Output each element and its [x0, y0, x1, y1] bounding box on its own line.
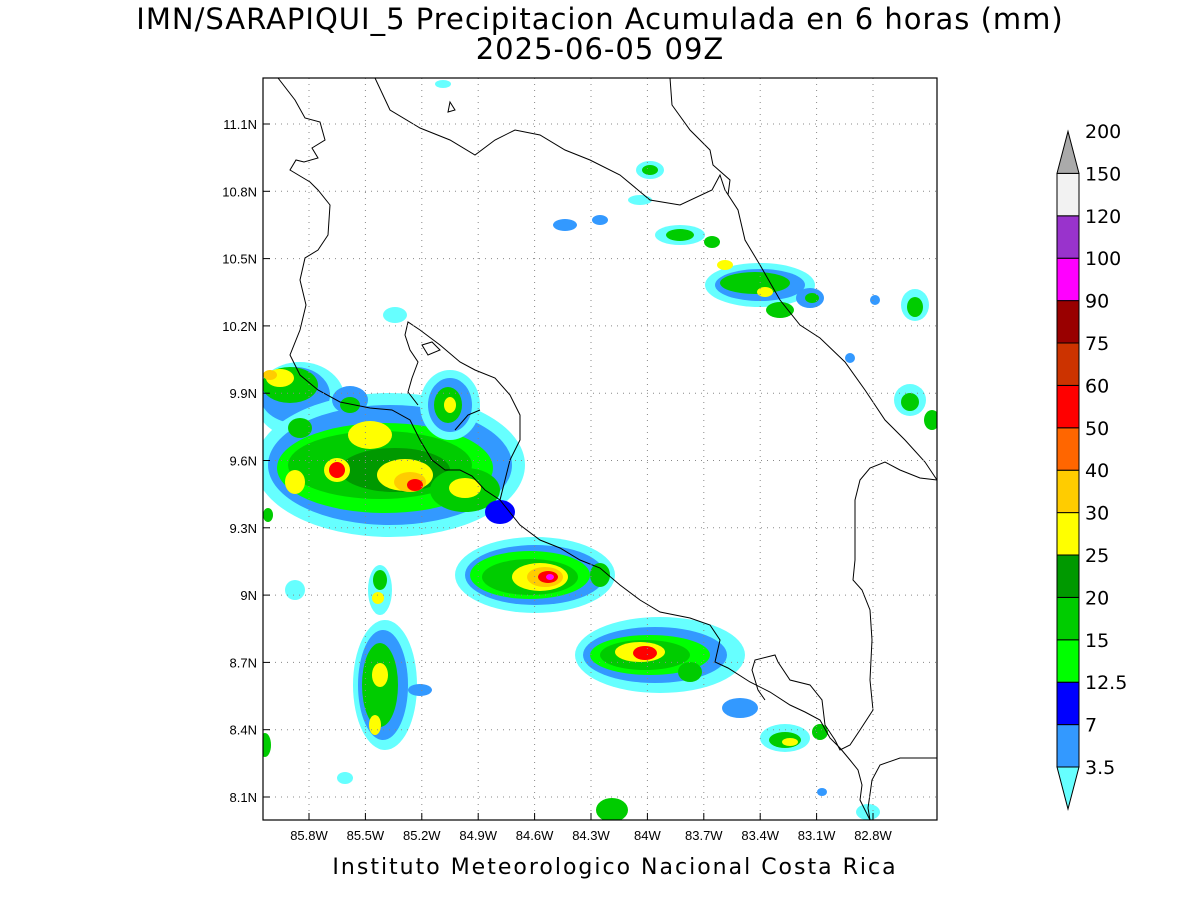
lat-tick-label: 9.9N: [230, 386, 257, 401]
lon-tick-label: 84.3W: [572, 828, 610, 843]
colorbar-swatch: [1056, 215, 1080, 259]
colorbar-swatch: [1056, 384, 1080, 429]
lat-tick-label: 11.1N: [223, 117, 257, 132]
precip-cluster-central-pacific: [455, 537, 615, 613]
lat-tick-label: 8.4N: [230, 723, 257, 738]
plot-frame: [262, 77, 938, 821]
precip-cluster-guanacaste: [263, 393, 525, 537]
colorbar-label: 50: [1085, 418, 1109, 440]
precip-cluster-south-pacific: [575, 617, 828, 752]
lon-tick-label: 84.6W: [516, 828, 554, 843]
map-subtitle: 2025-06-05 09Z: [475, 32, 725, 66]
lon-tick-label: 83.4W: [741, 828, 779, 843]
colorbar-swatch: [1056, 300, 1080, 344]
colorbar-swatch: [1056, 639, 1080, 683]
colorbar-swatch: [1056, 257, 1080, 302]
colorbar-label: 90: [1085, 291, 1109, 313]
colorbar-label: 60: [1085, 375, 1109, 397]
colorbar-swatch: [1056, 512, 1080, 556]
lon-tick-label: 85.5W: [347, 828, 385, 843]
lat-tick-label: 9N: [240, 588, 257, 603]
colorbar-label: 20: [1085, 587, 1109, 609]
lat-tick-label: 9.3N: [230, 521, 257, 536]
colorbar-label: 200: [1085, 121, 1121, 143]
precip-cluster-nicoya-north: [263, 362, 345, 438]
coastlines-and-borders: [277, 78, 937, 820]
colorbar-label: 30: [1085, 503, 1109, 525]
colorbar-swatch: [1056, 766, 1080, 811]
colorbar-label: 12.5: [1085, 672, 1127, 694]
colorbar-swatch: [1056, 681, 1080, 726]
lat-tick-label: 8.1N: [230, 790, 257, 805]
precip-cluster-osa-offshore: [263, 508, 432, 784]
lat-tick-label: 8.7N: [230, 655, 257, 670]
colorbar-swatch: [1056, 172, 1080, 217]
colorbar-label: 25: [1085, 545, 1109, 567]
precip-cluster-caribbean: [435, 80, 937, 820]
lat-tick-label: 10.2N: [222, 319, 257, 334]
map-footer-credit: Instituto Meteorologico Nacional Costa R…: [332, 855, 898, 880]
lon-tick-label: 85.2W: [403, 828, 441, 843]
colorbar-label: 3.5: [1085, 757, 1115, 779]
colorbar-swatch: [1056, 129, 1080, 174]
lat-tick-label: 10.8N: [222, 184, 257, 199]
colorbar-label: 120: [1085, 206, 1121, 228]
lon-tick-label: 83.7W: [685, 828, 723, 843]
lat-tick-label: 9.6N: [230, 454, 257, 469]
graticule-grid: [263, 78, 937, 820]
colorbar-label: 40: [1085, 460, 1109, 482]
longitude-axis: 85.8W 85.5W 85.2W 84.9W 84.6W 84.3W 84W 83.7W 83…: [290, 813, 893, 843]
colorbar-swatch: [1056, 724, 1080, 768]
latitude-axis: 11.1N 10.8N 10.5N 10.2N 9.9N 9.6N 9.3N 9N 8.7N 8.…: [222, 117, 270, 805]
lon-tick-label: 83.1W: [798, 828, 836, 843]
colorbar-label: 15: [1085, 630, 1109, 652]
colorbar-swatch: [1056, 554, 1080, 598]
precipitation-field: [263, 80, 937, 820]
colorbar-label: 100: [1085, 248, 1121, 270]
colorbar-swatch: [1056, 342, 1080, 386]
colorbar-label: 7: [1085, 715, 1097, 737]
lat-tick-label: 10.5N: [222, 252, 257, 267]
map-title: IMN/SARAPIQUI_5 Precipitacion Acumulada …: [136, 2, 1064, 36]
colorbar-swatch: [1056, 427, 1080, 471]
colorbar-legend: 3.5 7 12.5 15 20 25 30 40 50 60 75 90 100 120 150 200: [1056, 121, 1127, 811]
colorbar-label: 75: [1085, 333, 1109, 355]
lon-tick-label: 85.8W: [290, 828, 328, 843]
lon-tick-label: 84W: [634, 828, 661, 843]
lon-tick-label: 84.9W: [459, 828, 497, 843]
colorbar-label: 150: [1085, 163, 1121, 185]
colorbar-swatch: [1056, 596, 1080, 641]
lon-tick-label: 82.8W: [854, 828, 892, 843]
precip-cluster-north-ridge: [288, 307, 480, 440]
colorbar-swatch: [1056, 469, 1080, 514]
